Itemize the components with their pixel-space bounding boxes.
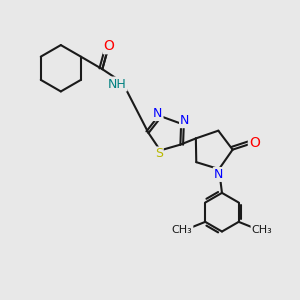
Text: S: S xyxy=(155,148,163,160)
Text: NH: NH xyxy=(108,77,127,91)
Text: O: O xyxy=(249,136,260,150)
Text: N: N xyxy=(180,114,189,127)
Text: N: N xyxy=(153,107,163,120)
Text: CH₃: CH₃ xyxy=(172,225,192,235)
Text: CH₃: CH₃ xyxy=(251,225,272,235)
Text: O: O xyxy=(104,39,115,53)
Text: N: N xyxy=(214,168,223,181)
